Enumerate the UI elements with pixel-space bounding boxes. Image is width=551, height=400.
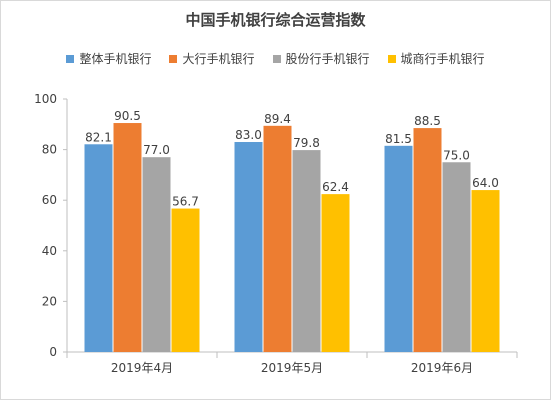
bar <box>384 145 413 352</box>
legend-swatch-city-banks <box>387 54 396 63</box>
data-label: 90.5 <box>114 109 141 123</box>
data-label: 77.0 <box>143 143 170 157</box>
data-label: 75.0 <box>443 148 470 162</box>
x-tick-label: 2019年6月 <box>411 361 473 375</box>
bar <box>321 194 350 352</box>
legend-swatch-joint-stock <box>272 54 281 63</box>
data-label: 56.7 <box>172 195 199 209</box>
bar <box>471 190 500 352</box>
legend-label-big-banks: 大行手机银行 <box>182 52 255 66</box>
legend: 整体手机银行 大行手机银行 股份行手机银行 城商行手机银行 <box>1 50 550 67</box>
bar <box>84 144 113 352</box>
legend-item-big-banks: 大行手机银行 <box>169 50 255 67</box>
legend-label-city-banks: 城商行手机银行 <box>400 52 485 66</box>
bar <box>113 123 142 352</box>
bar <box>142 157 171 352</box>
legend-swatch-overall <box>66 54 75 63</box>
y-tick-label: 40 <box>42 244 57 258</box>
chart-title: 中国手机银行综合运营指数 <box>185 11 366 29</box>
legend-label-joint-stock: 股份行手机银行 <box>285 52 370 66</box>
data-label: 62.4 <box>322 180 349 194</box>
legend-item-overall: 整体手机银行 <box>66 50 151 67</box>
bar <box>234 142 263 352</box>
y-tick-label: 20 <box>42 294 57 308</box>
y-tick-label: 60 <box>42 193 57 207</box>
data-label: 88.5 <box>414 114 441 128</box>
bar <box>263 125 292 353</box>
bar <box>413 128 442 352</box>
data-label: 82.1 <box>85 130 112 144</box>
legend-swatch-big-banks <box>169 54 178 63</box>
data-label: 79.8 <box>293 136 320 150</box>
legend-label-overall: 整体手机银行 <box>79 52 152 66</box>
legend-item-joint-stock: 股份行手机银行 <box>272 50 370 67</box>
data-label: 89.4 <box>264 112 291 126</box>
legend-item-city-banks: 城商行手机银行 <box>387 50 485 67</box>
x-tick-label: 2019年5月 <box>261 361 323 375</box>
bar <box>171 208 200 352</box>
y-tick-label: 100 <box>34 92 57 106</box>
x-tick-label: 2019年4月 <box>111 361 173 375</box>
bar <box>442 162 471 352</box>
data-label: 83.0 <box>235 128 262 142</box>
y-tick-label: 80 <box>42 143 57 157</box>
data-label: 64.0 <box>472 176 499 190</box>
bar <box>292 150 321 352</box>
y-tick-label: 0 <box>49 345 57 359</box>
data-label: 81.5 <box>385 132 412 146</box>
